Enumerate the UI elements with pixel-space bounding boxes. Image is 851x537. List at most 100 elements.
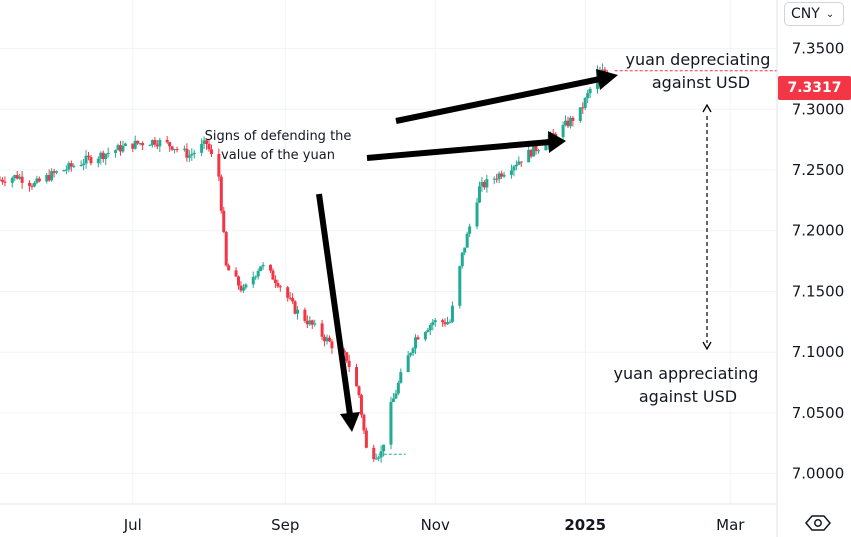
candle <box>529 148 533 159</box>
candle <box>465 231 469 248</box>
candle <box>45 172 49 184</box>
candle <box>0 176 2 181</box>
candle <box>271 268 275 280</box>
candle <box>564 115 568 127</box>
candle <box>207 139 211 152</box>
candle <box>296 306 300 320</box>
candle <box>121 140 125 153</box>
candle <box>32 181 36 188</box>
candle <box>276 279 280 289</box>
candle <box>396 380 400 396</box>
candle <box>268 264 272 274</box>
candle <box>382 444 386 457</box>
arrow-head-defending-right <box>548 131 566 153</box>
candle <box>278 284 282 292</box>
candle <box>30 183 34 190</box>
price-tick-label: 7.0500 <box>792 404 845 422</box>
candle <box>391 393 395 403</box>
candle <box>293 300 297 315</box>
candle <box>305 315 309 329</box>
candle <box>325 334 329 345</box>
price-tick-label: 7.1000 <box>792 343 845 361</box>
candle <box>136 140 140 146</box>
candle <box>259 266 263 272</box>
candle <box>308 316 312 326</box>
candle <box>168 141 172 152</box>
candle <box>28 180 32 192</box>
candle <box>578 107 582 123</box>
candle <box>114 149 118 158</box>
candle <box>500 170 504 179</box>
annotation-defending-line2: value of the yuan <box>221 148 335 163</box>
candle <box>87 151 91 161</box>
candle <box>175 146 179 153</box>
candle <box>244 283 248 290</box>
candle <box>101 150 105 163</box>
price-tick-label: 7.2500 <box>792 161 845 179</box>
candle <box>219 174 223 214</box>
candle <box>291 293 295 304</box>
candle <box>303 307 307 323</box>
candle <box>485 174 489 193</box>
candle <box>377 455 381 462</box>
candle <box>116 143 120 151</box>
candle <box>536 148 540 154</box>
candle <box>480 177 484 192</box>
arrow-head-depreciating <box>596 69 618 90</box>
settings-icon[interactable] <box>805 512 831 534</box>
candle <box>583 96 587 111</box>
candle <box>286 285 290 302</box>
candle <box>364 427 368 449</box>
candle <box>310 319 314 329</box>
candle <box>426 328 430 333</box>
candle <box>18 173 22 180</box>
candle <box>586 89 590 104</box>
candle <box>131 143 135 153</box>
candle <box>482 180 486 190</box>
candle <box>551 128 555 135</box>
price-tick-label: 7.2000 <box>792 222 845 240</box>
candle <box>15 171 19 180</box>
candle <box>273 275 277 289</box>
candle <box>519 161 523 167</box>
candle <box>477 181 481 203</box>
chevron-down-icon: ⌄ <box>825 8 835 20</box>
annotation-depreciating-line1: yuan depreciating <box>626 50 771 69</box>
candle <box>431 319 435 331</box>
candle <box>79 160 83 167</box>
time-axis[interactable]: Jul Sep Nov 2025 Mar <box>123 516 746 534</box>
candle <box>288 292 292 301</box>
candle <box>409 352 413 358</box>
candle <box>347 354 351 372</box>
candle <box>192 149 196 159</box>
price-axis[interactable]: 7.3500 7.3000 7.2500 7.2000 7.1500 7.1000 7.05… <box>792 40 845 483</box>
candle <box>588 87 592 99</box>
range-arrow-up-head <box>702 103 712 113</box>
candle <box>89 155 93 166</box>
time-tick-label: Mar <box>716 516 745 534</box>
candle <box>495 173 499 183</box>
arrow-defending-right <box>366 139 551 161</box>
candle <box>323 334 327 347</box>
candle <box>428 323 432 336</box>
candle <box>581 102 585 114</box>
candle <box>399 368 403 384</box>
candle <box>411 346 415 357</box>
price-tick-label: 7.1500 <box>792 282 845 300</box>
candle <box>475 197 479 230</box>
candle <box>448 319 452 324</box>
candle <box>104 153 108 166</box>
arrow-head-bottom <box>340 412 360 432</box>
candle <box>118 140 122 156</box>
candle <box>517 156 521 166</box>
currency-selector-button[interactable]: CNY ⌄ <box>784 2 844 26</box>
candle <box>359 393 363 418</box>
candle <box>200 138 204 157</box>
candle <box>37 176 41 183</box>
candle <box>96 156 100 168</box>
candle <box>82 158 86 171</box>
candle <box>47 169 51 182</box>
candle <box>234 267 238 277</box>
candle <box>62 169 66 172</box>
